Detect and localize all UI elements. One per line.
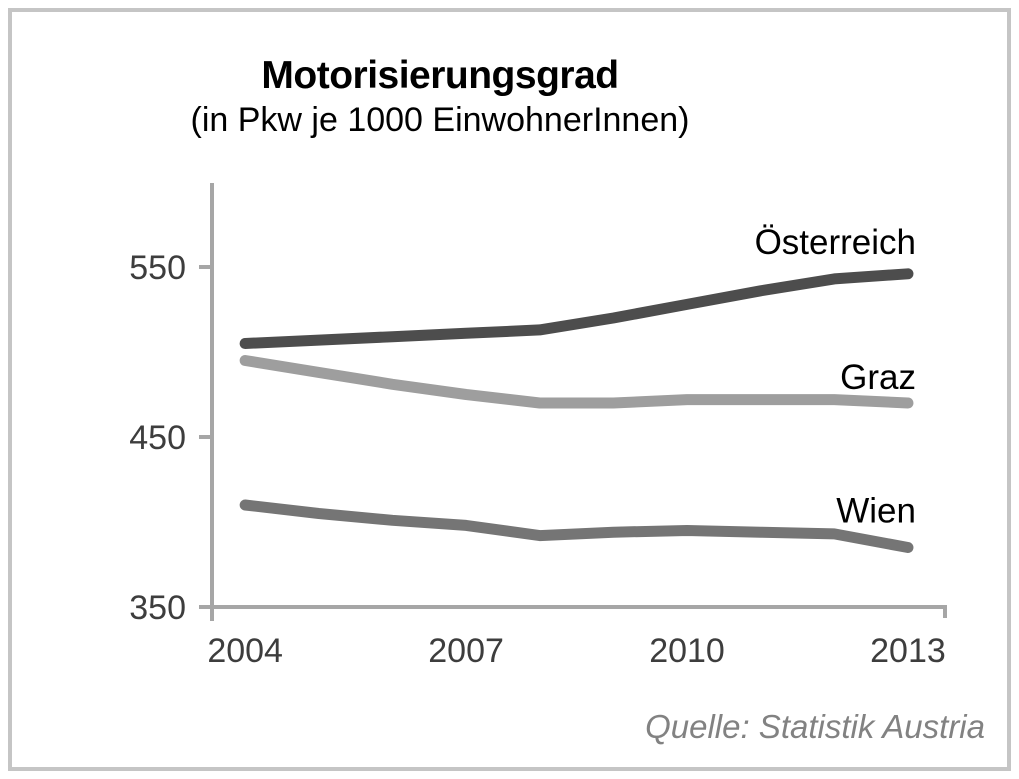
series-label-wien: Wien	[836, 492, 916, 531]
source-caption: Quelle: Statistik Austria	[645, 708, 985, 745]
chart-subtitle: (in Pkw je 1000 EinwohnerInnen)	[190, 100, 690, 139]
series-line-österreich	[239, 268, 914, 349]
series-label-graz: Graz	[840, 358, 916, 397]
series-label-österreich: Österreich	[755, 223, 916, 262]
y-tick-label: 550	[129, 249, 186, 287]
y-tick-label: 450	[129, 419, 186, 457]
y-tick-label: 350	[129, 589, 186, 627]
title-block: Motorisierungsgrad (in Pkw je 1000 Einwo…	[0, 54, 880, 140]
series-line-wien	[239, 499, 914, 553]
chart-title: Motorisierungsgrad	[261, 54, 619, 97]
x-tick-label: 2010	[649, 632, 725, 670]
series-line-graz	[239, 355, 914, 409]
chart-frame	[8, 8, 1011, 771]
x-tick-label: 2007	[428, 632, 504, 670]
x-tick-label: 2004	[207, 632, 283, 670]
x-tick-label: 2013	[870, 632, 946, 670]
